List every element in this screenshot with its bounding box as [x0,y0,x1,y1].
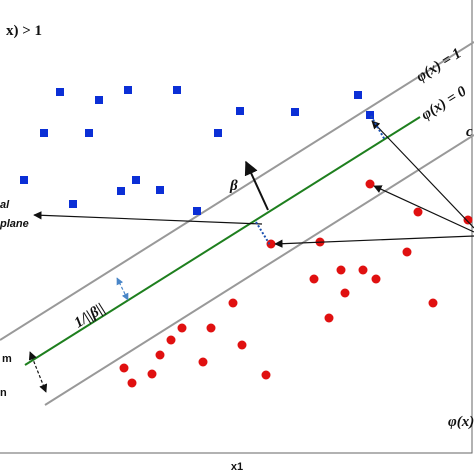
class-blue [20,86,374,215]
distance-lines [255,115,386,246]
class-red [119,179,473,388]
upper-margin-line [0,41,474,341]
label: m [2,353,12,365]
lower-margin-line [44,134,474,406]
label: x) > 1 [6,23,42,39]
label: φ(x) = 1 [414,45,465,85]
x-axis-label: x1 [231,461,243,473]
arrows [28,120,474,393]
hyperplane [24,116,421,366]
label: plane [0,218,29,230]
label: c [466,124,473,140]
label: n [0,387,7,399]
label: 1/||β|| [72,301,108,332]
label: β [229,178,238,194]
label: al [0,199,10,211]
margin-indicator [116,277,129,301]
frame [0,0,473,454]
label: φ(x) = 0 [419,83,470,123]
label: φ(x) [448,414,474,430]
